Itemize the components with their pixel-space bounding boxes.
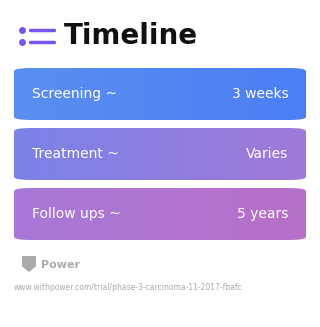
Text: Power: Power [41,260,80,270]
Text: www.withpower.com/trial/phase-3-carcinoma-11-2017-fbafc: www.withpower.com/trial/phase-3-carcinom… [14,283,243,291]
Text: Timeline: Timeline [64,22,198,50]
Polygon shape [22,256,36,272]
